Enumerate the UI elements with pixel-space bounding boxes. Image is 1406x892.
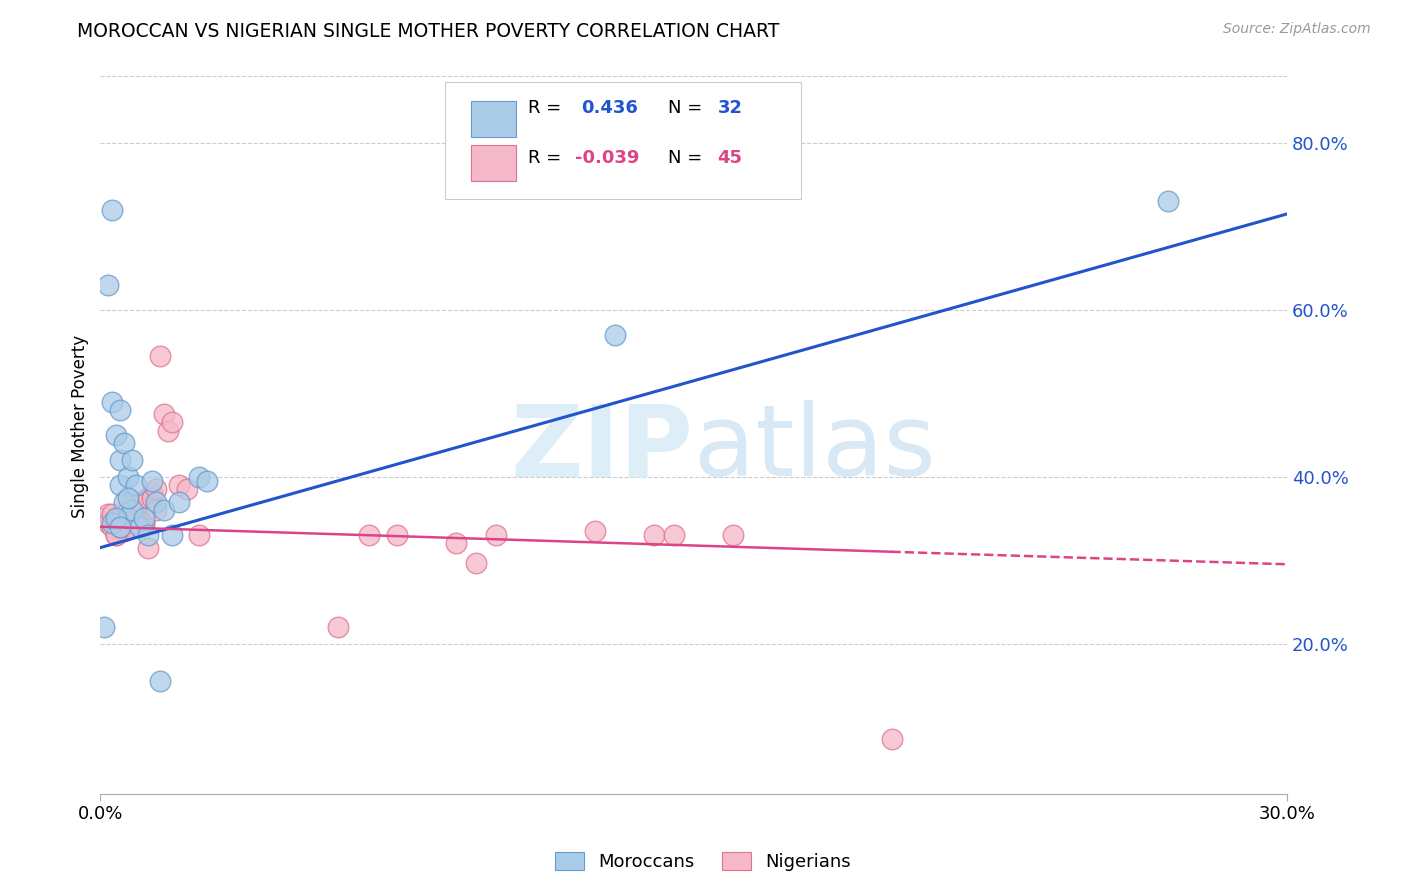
Point <box>101 202 124 217</box>
Point <box>156 424 179 438</box>
Point <box>121 453 143 467</box>
Point <box>160 416 183 430</box>
Text: 0.436: 0.436 <box>581 99 638 117</box>
Point <box>125 503 148 517</box>
Point <box>141 486 163 500</box>
Text: R =: R = <box>527 99 567 117</box>
Point <box>117 491 139 505</box>
Point <box>93 620 115 634</box>
Point <box>145 482 167 496</box>
Text: 32: 32 <box>717 99 742 117</box>
Point <box>105 511 128 525</box>
Point <box>446 536 468 550</box>
Point <box>112 520 135 534</box>
Point <box>132 516 155 530</box>
Text: N =: N = <box>668 149 707 167</box>
Point <box>169 494 191 508</box>
Point <box>101 516 124 530</box>
Legend: Moroccans, Nigerians: Moroccans, Nigerians <box>548 845 858 879</box>
Point <box>326 620 349 634</box>
Point <box>105 528 128 542</box>
Point <box>129 520 152 534</box>
Point <box>149 674 172 689</box>
Point <box>93 511 115 525</box>
Point <box>136 491 159 505</box>
Point <box>136 528 159 542</box>
Point <box>97 516 120 530</box>
Point <box>149 349 172 363</box>
Point <box>105 528 128 542</box>
Point <box>101 394 124 409</box>
Point <box>1157 194 1180 209</box>
Point <box>188 469 211 483</box>
Point <box>105 428 128 442</box>
Point <box>97 277 120 292</box>
Point <box>152 407 174 421</box>
Point <box>662 528 685 542</box>
Y-axis label: Single Mother Poverty: Single Mother Poverty <box>72 335 89 518</box>
Point <box>125 516 148 530</box>
FancyBboxPatch shape <box>471 145 516 181</box>
Point <box>121 503 143 517</box>
Text: -0.039: -0.039 <box>575 149 640 167</box>
Point <box>125 478 148 492</box>
Point <box>129 494 152 508</box>
Point <box>465 556 488 570</box>
Point <box>141 491 163 505</box>
Point <box>117 511 139 525</box>
Point <box>108 511 131 525</box>
Point <box>97 507 120 521</box>
Point <box>169 478 191 492</box>
Point <box>880 732 903 747</box>
Point <box>108 520 131 534</box>
Text: MOROCCAN VS NIGERIAN SINGLE MOTHER POVERTY CORRELATION CHART: MOROCCAN VS NIGERIAN SINGLE MOTHER POVER… <box>77 22 780 41</box>
Point <box>117 503 139 517</box>
Point <box>117 469 139 483</box>
Point <box>643 528 665 542</box>
Point <box>121 494 143 508</box>
Point <box>112 494 135 508</box>
Point <box>108 403 131 417</box>
Point <box>108 478 131 492</box>
Point <box>108 453 131 467</box>
Point <box>101 520 124 534</box>
Point <box>583 524 606 538</box>
Point <box>603 327 626 342</box>
Point <box>359 528 381 542</box>
Point <box>132 511 155 525</box>
Text: atlas: atlas <box>693 401 935 497</box>
Point <box>152 503 174 517</box>
Point <box>195 474 218 488</box>
Text: Source: ZipAtlas.com: Source: ZipAtlas.com <box>1223 22 1371 37</box>
Point <box>112 524 135 538</box>
Text: ZIP: ZIP <box>510 401 693 497</box>
Point <box>101 507 124 521</box>
Point <box>188 528 211 542</box>
Point <box>145 503 167 517</box>
Point <box>105 516 128 530</box>
Point <box>136 541 159 555</box>
Text: N =: N = <box>668 99 707 117</box>
Point <box>117 511 139 525</box>
Point <box>176 482 198 496</box>
Point <box>385 528 408 542</box>
FancyBboxPatch shape <box>471 102 516 136</box>
Point <box>160 528 183 542</box>
Point <box>108 520 131 534</box>
Point <box>141 474 163 488</box>
Point <box>132 516 155 530</box>
Point <box>112 436 135 450</box>
Point <box>121 511 143 525</box>
Point <box>485 528 508 542</box>
Text: R =: R = <box>527 149 567 167</box>
Text: 45: 45 <box>717 149 742 167</box>
Point <box>723 528 745 542</box>
Point <box>145 494 167 508</box>
FancyBboxPatch shape <box>444 82 800 199</box>
